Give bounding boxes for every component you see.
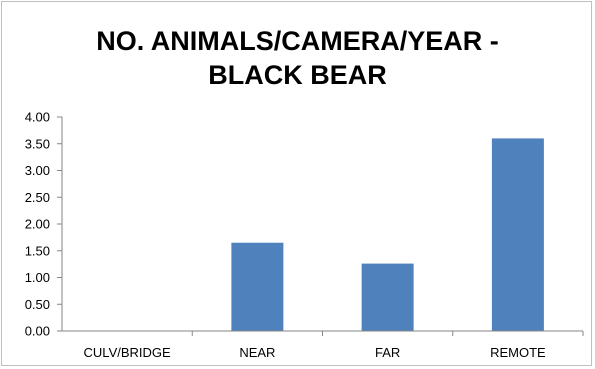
y-axis-ticks: 0.00 0.50 1.00 1.50 2.00 2.50 3.00 3.50 4.00 (25, 110, 62, 339)
x-axis-labels: CULV/BRIDGE NEAR FAR REMOTE (84, 331, 584, 360)
bar-near (231, 242, 284, 331)
y-tick-label: 4.00 (25, 110, 50, 125)
chart-title: NO. ANIMALS/CAMERA/YEAR - BLACK BEAR (0, 24, 595, 92)
y-tick-label: 3.00 (25, 163, 50, 178)
chart-title-line-2: BLACK BEAR (208, 60, 387, 90)
x-tick-label: REMOTE (490, 345, 546, 360)
y-tick-label: 1.50 (25, 243, 50, 258)
y-tick-label: 1.00 (25, 270, 50, 285)
bar-remote (491, 138, 544, 331)
bars (231, 138, 544, 331)
bar-far (361, 263, 414, 331)
y-tick-label: 0.50 (25, 297, 50, 312)
y-tick-label: 2.50 (25, 190, 50, 205)
x-tick-label: CULV/BRIDGE (84, 345, 171, 360)
x-tick-label: FAR (375, 345, 400, 360)
x-tick-label: NEAR (239, 345, 275, 360)
chart-title-line-1: NO. ANIMALS/CAMERA/YEAR - (96, 26, 499, 56)
y-tick-label: 0.00 (25, 324, 50, 339)
y-tick-label: 3.50 (25, 136, 50, 151)
y-tick-label: 2.00 (25, 217, 50, 232)
